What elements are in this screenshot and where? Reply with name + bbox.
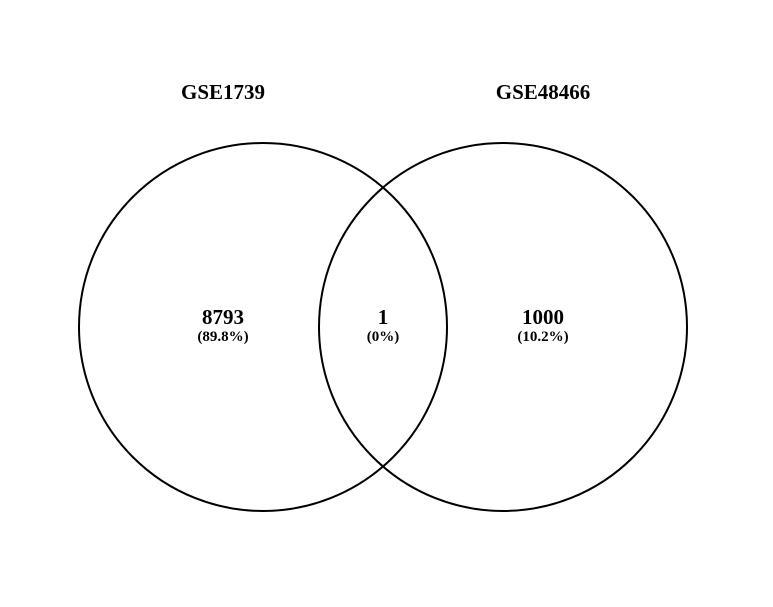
- set-circle-gse1739: [78, 142, 448, 512]
- right-only-count: 1000: [522, 305, 564, 329]
- left-only-count: 8793: [202, 305, 244, 329]
- set-circle-gse48466: [318, 142, 688, 512]
- overlap-count: 1: [378, 305, 389, 329]
- left-only-percent: (89.8%): [197, 329, 248, 345]
- set-label-left: GSE1739: [181, 80, 265, 104]
- set-label-right: GSE48466: [496, 80, 591, 104]
- overlap-percent: (0%): [367, 329, 400, 345]
- right-only-percent: (10.2%): [517, 329, 568, 345]
